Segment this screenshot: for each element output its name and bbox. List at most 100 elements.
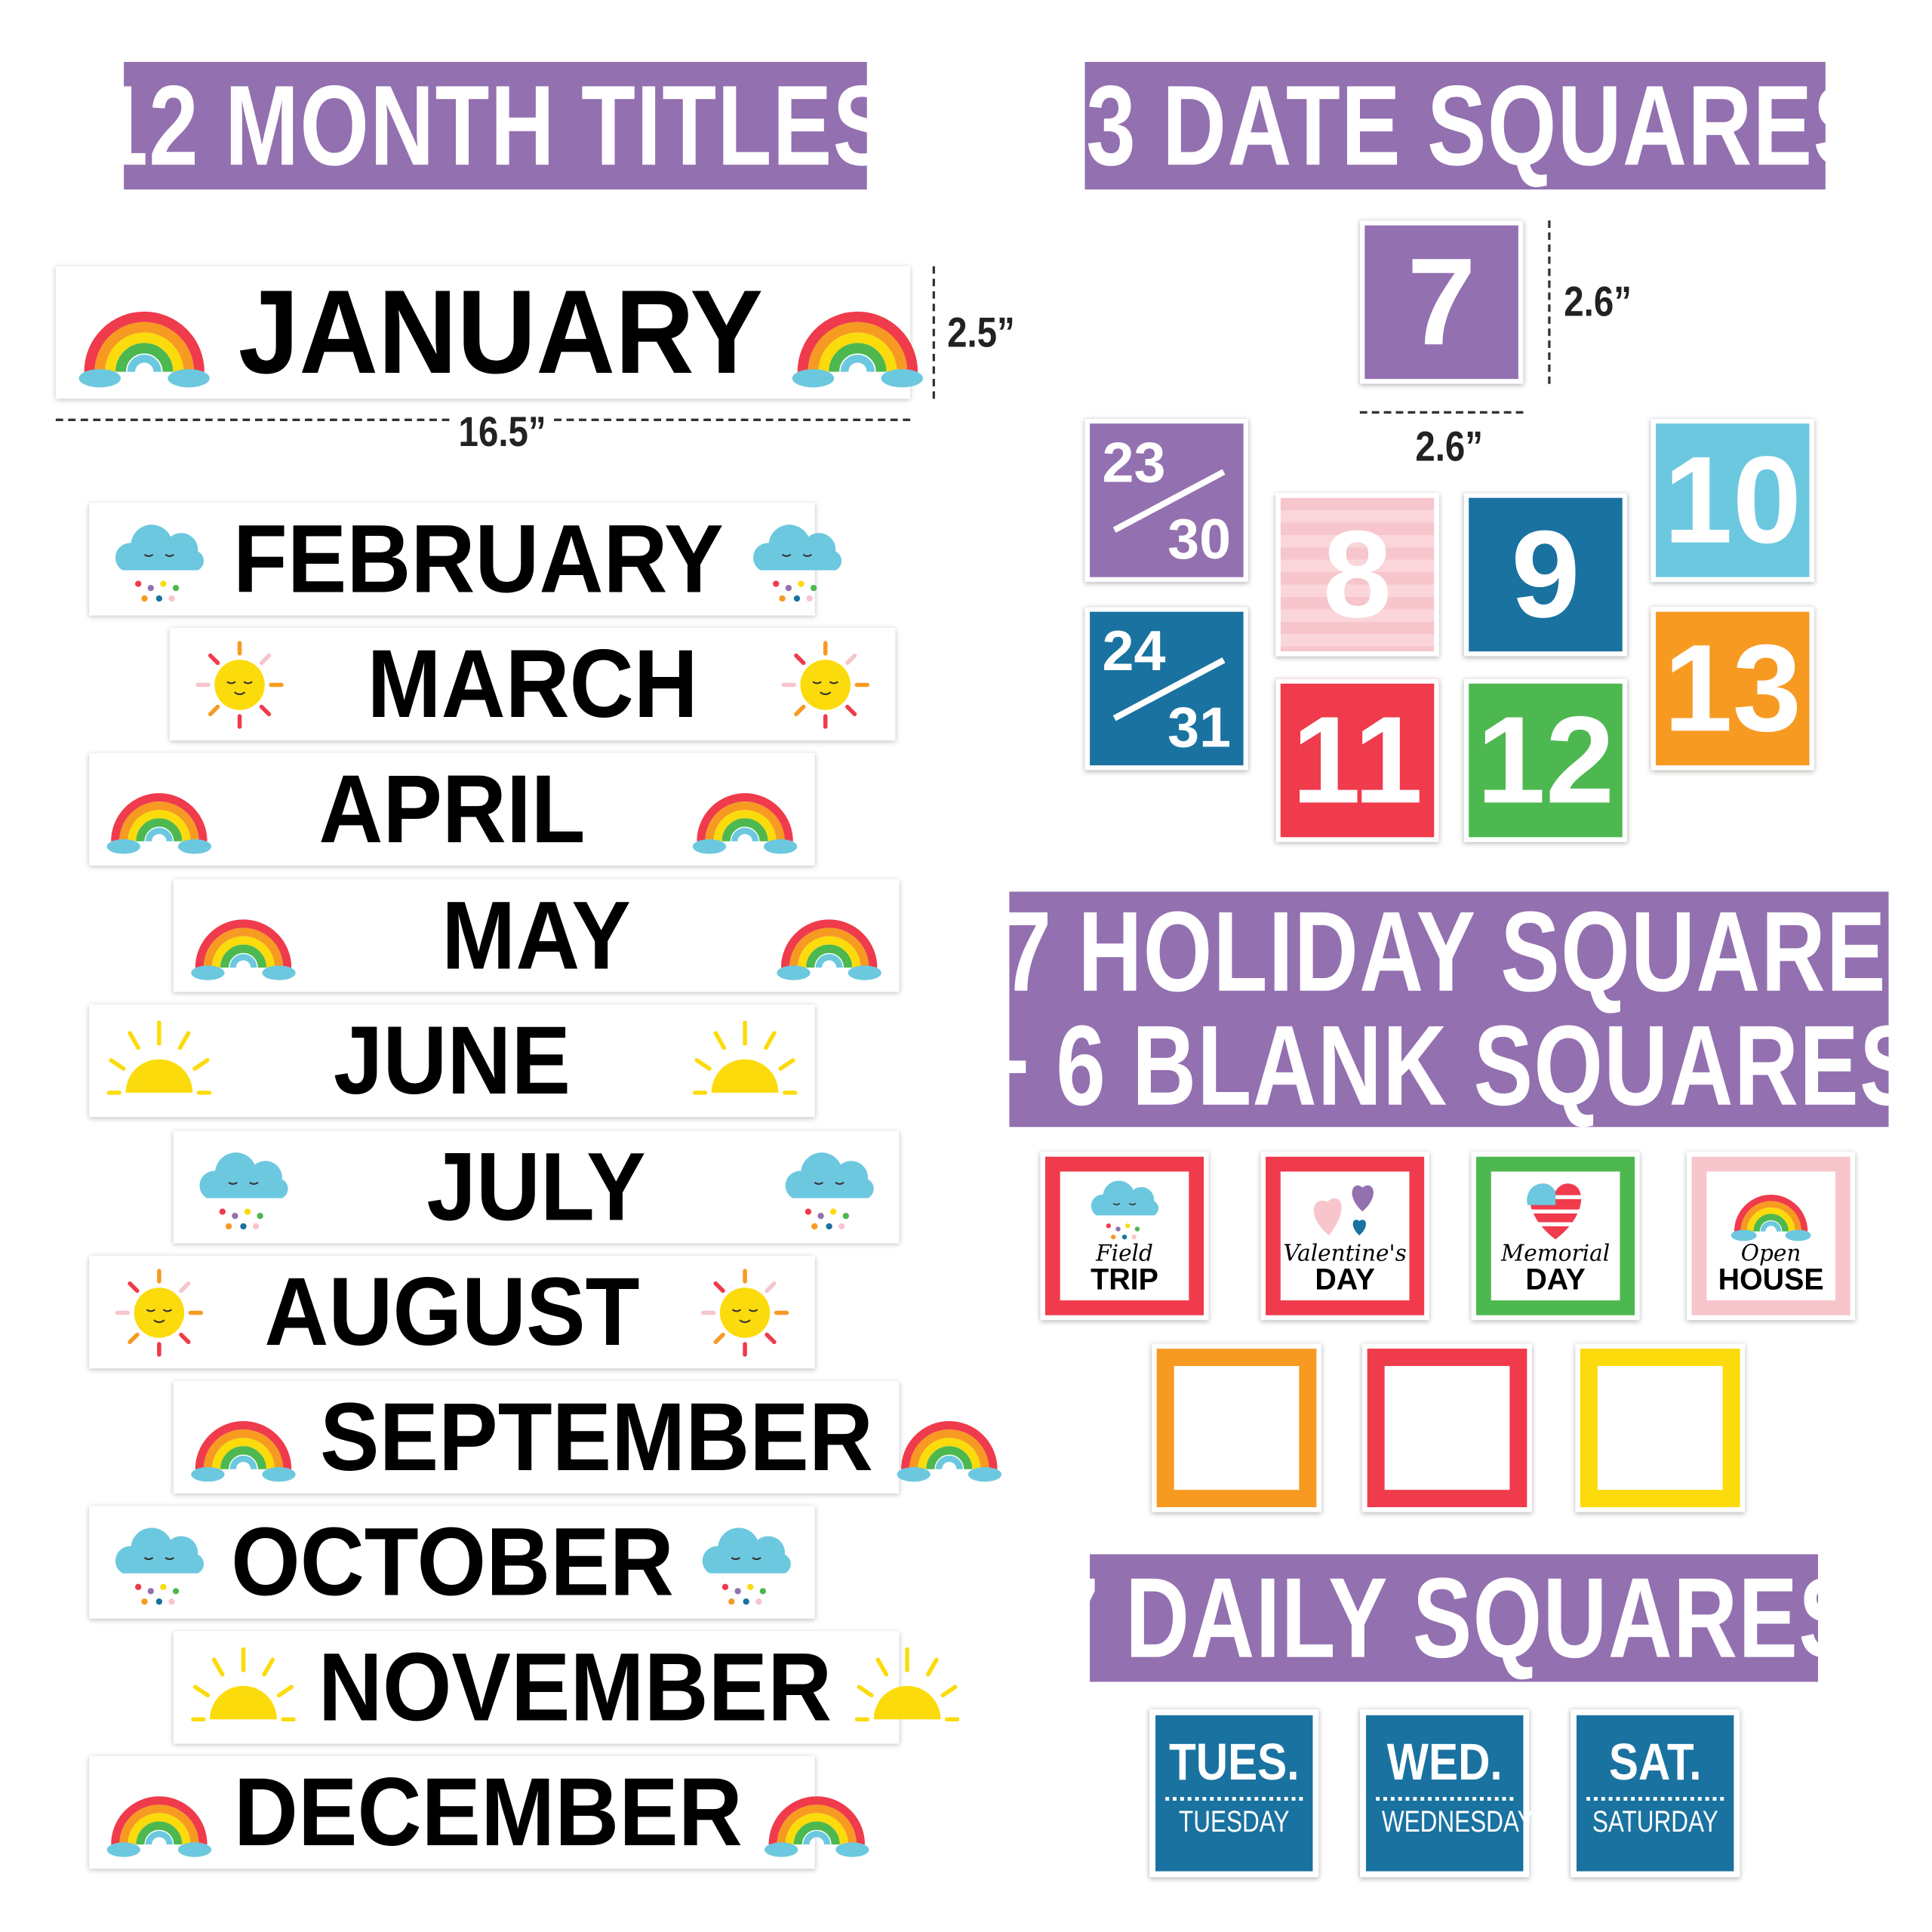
date-square-8: 8 xyxy=(1275,493,1439,657)
half-sun-icon xyxy=(854,1641,959,1735)
day-abbreviation: TUES. xyxy=(1168,1732,1300,1791)
heading-text: 33 DATE SQUARES xyxy=(1036,62,1875,189)
dimension-line xyxy=(932,266,935,399)
rainbow-icon xyxy=(106,762,211,857)
day-abbreviation: WED. xyxy=(1386,1732,1503,1791)
month-name: DECEMBER xyxy=(233,1757,743,1866)
dimension-line xyxy=(1548,220,1551,384)
dotted-divider xyxy=(1376,1797,1514,1801)
month-name: MAY xyxy=(441,880,631,990)
date-number-bottom: 31 xyxy=(1168,694,1232,759)
rain-cloud-icon xyxy=(777,1140,881,1235)
rainbow-icon xyxy=(777,888,881,983)
month-strip-june: JUNE xyxy=(89,1004,815,1118)
month-strip-october: OCTOBER xyxy=(89,1506,815,1619)
holiday-script-text: Valentine's xyxy=(1283,1241,1407,1267)
rain-cloud-icon xyxy=(1078,1171,1172,1243)
month-titles-heading: 12 MONTH TITLES xyxy=(98,62,892,190)
month-strip-august: AUGUST xyxy=(89,1255,815,1369)
month-name: FEBRUARY xyxy=(232,503,724,614)
daily-squares-heading: 7 DAILY SQUARES xyxy=(1049,1554,1858,1682)
holiday-frame: Open HOUSE xyxy=(1691,1156,1850,1315)
dotted-divider xyxy=(1165,1797,1303,1801)
holiday-squares-heading: 17 HOLIDAY SQUARES + 6 BLANK SQUARES xyxy=(952,891,1932,1128)
square-height-label: 2.6” xyxy=(1564,278,1632,326)
sun-face-icon xyxy=(773,637,878,731)
date-number: 8 xyxy=(1322,504,1392,644)
heading-text: 12 MONTH TITLES xyxy=(97,62,893,189)
month-strip-march: MARCH xyxy=(169,627,896,741)
day-full-name: TUESDAY xyxy=(1179,1805,1290,1839)
rainbow-icon xyxy=(786,274,928,392)
rain-cloud-icon xyxy=(191,1140,296,1235)
holiday-script-text: Field xyxy=(1096,1241,1153,1267)
blank-frame xyxy=(1580,1349,1740,1508)
day-abbreviation: SAT. xyxy=(1608,1732,1702,1791)
month-name: APRIL xyxy=(318,754,586,863)
blank-square xyxy=(1152,1343,1321,1512)
rainbow-icon xyxy=(106,1765,211,1860)
square-width-label: 2.6” xyxy=(1415,423,1484,471)
date-square-24-31: 24 31 xyxy=(1084,607,1249,771)
month-strip-july: JULY xyxy=(173,1131,900,1244)
date-squares-heading: 33 DATE SQUARES xyxy=(1036,62,1873,190)
rainbow-icon xyxy=(897,1390,1002,1484)
day-full-name: SATURDAY xyxy=(1592,1805,1718,1839)
heading-line: 17 HOLIDAY SQUARES xyxy=(951,889,1932,1016)
heading-text: 7 DAILY SQUARES xyxy=(1049,1555,1859,1681)
rainbow-icon xyxy=(1724,1171,1818,1243)
month-strip-may: MAY xyxy=(173,879,900,992)
sun-face-icon xyxy=(106,1265,211,1359)
month-height-label: 2.5” xyxy=(947,309,1015,357)
date-square-12: 12 xyxy=(1463,678,1628,842)
holiday-frame: Memorial DAY xyxy=(1476,1156,1635,1315)
hearts-icon xyxy=(1298,1171,1392,1243)
holiday-square-house: Open HOUSE xyxy=(1687,1152,1856,1321)
month-strip-february: FEBRUARY xyxy=(89,503,815,616)
month-strip-november: NOVEMBER xyxy=(173,1631,900,1744)
daily-square-wednesday: WED. WEDNESDAY xyxy=(1359,1709,1534,1878)
month-name: SEPTEMBER xyxy=(320,1382,873,1491)
rainbow-icon xyxy=(73,274,216,392)
date-number-bottom: 30 xyxy=(1168,506,1232,571)
sun-face-icon xyxy=(692,1265,797,1359)
month-name: JANUARY xyxy=(238,265,763,398)
flag-heart-icon xyxy=(1509,1171,1603,1243)
date-number: 9 xyxy=(1511,504,1580,644)
rain-cloud-icon xyxy=(106,1515,211,1610)
half-sun-icon xyxy=(106,1014,211,1108)
holiday-frame: Field TRIP xyxy=(1045,1156,1204,1315)
holiday-bold-text: TRIP xyxy=(1091,1263,1158,1297)
daily-square-saturday: SAT. SATURDAY xyxy=(1570,1709,1740,1878)
date-square-13: 13 xyxy=(1651,607,1815,771)
date-square-11: 11 xyxy=(1275,678,1439,842)
date-square-9: 9 xyxy=(1463,493,1628,657)
holiday-bold-text: DAY xyxy=(1315,1263,1375,1297)
rainbow-icon xyxy=(764,1765,869,1860)
rainbow-icon xyxy=(191,888,296,983)
dotted-divider xyxy=(1586,1797,1724,1801)
month-name: NOVEMBER xyxy=(318,1632,832,1742)
date-number: 10 xyxy=(1663,430,1802,570)
rainbow-icon xyxy=(692,762,797,857)
holiday-frame: Valentine's DAY xyxy=(1266,1156,1425,1315)
date-square-7: 7 xyxy=(1359,220,1524,384)
holiday-bold-text: DAY xyxy=(1525,1263,1586,1297)
date-number: 12 xyxy=(1476,690,1615,829)
holiday-square-day: Valentine's DAY xyxy=(1260,1152,1429,1321)
month-strip-september: SEPTEMBER xyxy=(173,1380,900,1494)
month-strip-january: JANUARY xyxy=(55,265,910,399)
date-square-10: 10 xyxy=(1651,418,1815,583)
date-number-top: 24 xyxy=(1102,617,1166,683)
blank-frame xyxy=(1156,1349,1317,1508)
rain-cloud-icon xyxy=(106,512,211,607)
date-number: 7 xyxy=(1407,232,1476,371)
dimension-line xyxy=(1359,411,1524,414)
holiday-script-text: Open xyxy=(1740,1241,1801,1267)
date-square-23-30: 23 30 xyxy=(1084,418,1249,583)
rainbow-icon xyxy=(191,1390,296,1484)
holiday-square-trip: Field TRIP xyxy=(1040,1152,1209,1321)
holiday-script-text: Memorial xyxy=(1501,1241,1611,1267)
date-number-top: 23 xyxy=(1102,429,1166,494)
